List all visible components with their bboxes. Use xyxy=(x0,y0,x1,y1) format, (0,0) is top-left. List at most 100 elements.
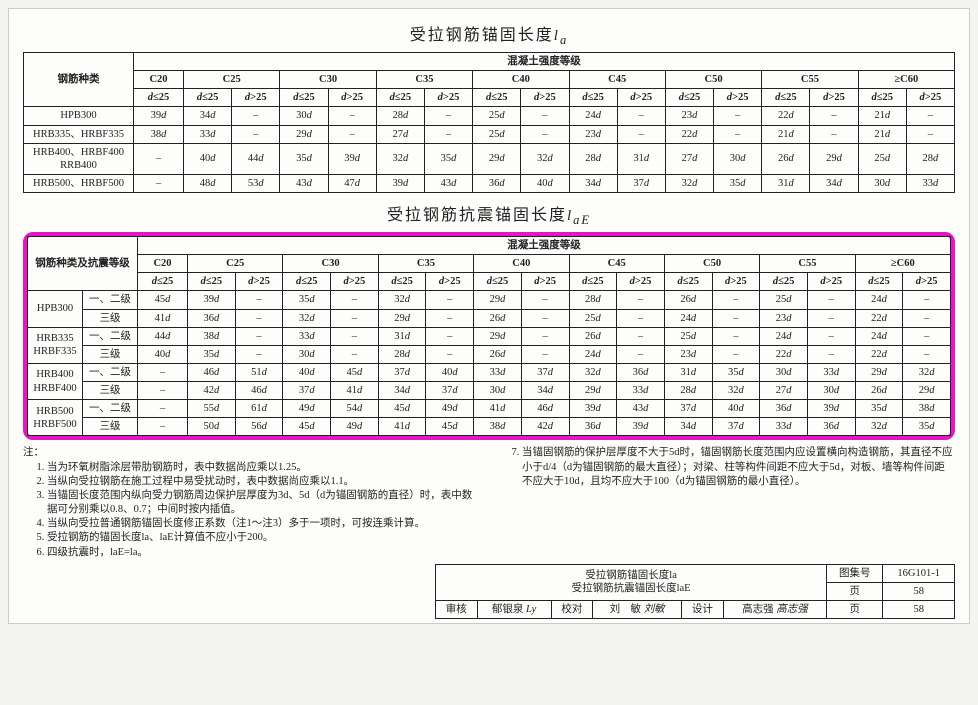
d-col: d>25 xyxy=(807,273,855,291)
d-col: d>25 xyxy=(617,273,665,291)
cell: – xyxy=(617,345,665,363)
cell: 33d xyxy=(474,363,522,381)
cell: – xyxy=(617,327,665,345)
cell: – xyxy=(328,125,376,143)
seismic-level: 三级 xyxy=(83,345,138,363)
cell: – xyxy=(235,345,283,363)
cell: 45d xyxy=(138,291,188,309)
cell: 46d xyxy=(188,363,236,381)
cell: 35d xyxy=(280,143,328,174)
cell: 44d xyxy=(232,143,280,174)
table-row: HRB500HRBF500一、二级–55d61d49d54d45d49d41d4… xyxy=(28,400,951,418)
cell: 36d xyxy=(760,400,808,418)
cell: 37d xyxy=(712,418,760,436)
cell: 31d xyxy=(664,363,712,381)
cell: 32d xyxy=(569,363,617,381)
cell: 25d xyxy=(760,291,808,309)
grade-col: C30 xyxy=(283,255,378,273)
note-item: 四级抗震时，laE=la。 xyxy=(47,546,480,560)
note-item: 受拉钢筋的锚固长度la、laE计算值不应小于200。 xyxy=(47,531,480,545)
cell: 29d xyxy=(569,382,617,400)
cell: 33d xyxy=(184,125,232,143)
cell: 29d xyxy=(378,309,426,327)
cell: – xyxy=(426,345,474,363)
cell: 39d xyxy=(376,174,424,192)
cell: 31d xyxy=(762,174,810,192)
grade-col: C35 xyxy=(376,71,472,89)
cell: 45d xyxy=(331,363,379,381)
cell: 30d xyxy=(807,382,855,400)
col-concrete-grade2: 混凝土强度等级 xyxy=(138,237,951,255)
cell: 39d xyxy=(188,291,236,309)
d-col: d≤25 xyxy=(858,89,906,107)
cell: 26d xyxy=(474,309,522,327)
proofer: 刘 敏 xyxy=(610,604,642,615)
cell: 54d xyxy=(331,400,379,418)
cell: 38d xyxy=(903,400,951,418)
d-col: d≤25 xyxy=(762,89,810,107)
cell: 22d xyxy=(855,309,903,327)
cell: 24d xyxy=(664,309,712,327)
cell: 39d xyxy=(569,400,617,418)
cell: 47d xyxy=(328,174,376,192)
cell: 40d xyxy=(138,345,188,363)
cell: 26d xyxy=(474,345,522,363)
grade-col: C50 xyxy=(664,255,759,273)
cell: 35d xyxy=(903,418,951,436)
reviewer: 郁银泉 xyxy=(492,604,524,615)
cell: 28d xyxy=(569,291,617,309)
d-col: d>25 xyxy=(521,89,569,107)
notes-section: 注： 当为环氧树脂涂层带肋钢筋时，表中数据尚应乘以1.25。当纵向受拉钢筋在施工… xyxy=(23,446,955,559)
cell: 29d xyxy=(474,291,522,309)
cell: 42d xyxy=(188,382,236,400)
rebar-type-cell: HPB300 xyxy=(28,291,83,327)
cell: 31d xyxy=(617,143,665,174)
cell: 34d xyxy=(378,382,426,400)
d-col: d>25 xyxy=(331,273,379,291)
cell: 30d xyxy=(280,107,328,125)
cell: – xyxy=(521,107,569,125)
cell: 22d xyxy=(760,345,808,363)
cell: – xyxy=(617,291,665,309)
cell: – xyxy=(807,309,855,327)
d-col: d≤25 xyxy=(473,89,521,107)
footer-title1: 受拉钢筋锚固长度la xyxy=(440,569,822,582)
rebar-type-cell: HRB500HRBF500 xyxy=(28,400,83,436)
d-col: d≤25 xyxy=(283,273,331,291)
cell: – xyxy=(906,125,954,143)
sig2: 刘敏 xyxy=(644,604,665,615)
cell: 44d xyxy=(138,327,188,345)
cell: 32d xyxy=(903,363,951,381)
set-label: 图集号 xyxy=(827,564,883,582)
cell: 32d xyxy=(855,418,903,436)
title2-text: 受拉钢筋抗震锚固长度 xyxy=(387,207,567,224)
grade-col: C40 xyxy=(474,255,569,273)
cell: 28d xyxy=(569,143,617,174)
cell: 27d xyxy=(760,382,808,400)
cell: 24d xyxy=(569,107,617,125)
cell: 61d xyxy=(235,400,283,418)
set-value: 16G101-1 xyxy=(883,564,955,582)
seismic-level: 一、二级 xyxy=(83,400,138,418)
cell: 36d xyxy=(473,174,521,192)
seismic-level: 一、二级 xyxy=(83,291,138,309)
cell: 37d xyxy=(664,400,712,418)
cell: – xyxy=(138,400,188,418)
cell: – xyxy=(617,125,665,143)
cell: – xyxy=(712,309,760,327)
cell: 23d xyxy=(664,345,712,363)
cell: 36d xyxy=(188,309,236,327)
cell: 40d xyxy=(712,400,760,418)
d-col: d>25 xyxy=(617,89,665,107)
table1-title: 受拉钢筋锚固长度la xyxy=(23,21,955,48)
cell: 24d xyxy=(855,327,903,345)
cell: 41d xyxy=(331,382,379,400)
d-col: d≤25 xyxy=(378,273,426,291)
review-label: 审核 xyxy=(436,601,478,619)
cell: – xyxy=(134,143,184,174)
cell: 29d xyxy=(855,363,903,381)
document-page: 受拉钢筋锚固长度la 钢筋种类 混凝土强度等级 C20C25C30C35C40C… xyxy=(8,8,970,624)
seismic-level: 三级 xyxy=(83,382,138,400)
row-label: HRB335、HRBF335 xyxy=(24,125,134,143)
cell: 33d xyxy=(807,363,855,381)
